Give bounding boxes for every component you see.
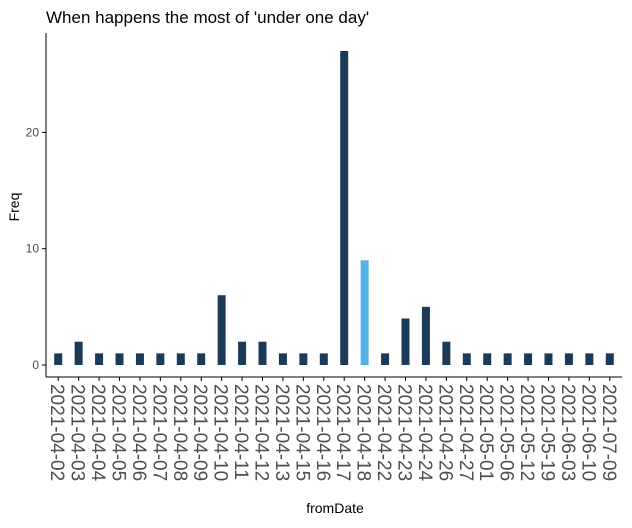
x-tick-label-2021-04-26: 2021-04-26 bbox=[434, 384, 455, 481]
bar-2021-04-03 bbox=[74, 341, 83, 365]
bar-2021-04-18 bbox=[360, 260, 369, 365]
x-tick-label-2021-05-19: 2021-05-19 bbox=[537, 384, 558, 481]
x-tick-label-2021-05-06: 2021-05-06 bbox=[496, 384, 517, 481]
x-tick-label-2021-04-07: 2021-04-07 bbox=[148, 384, 169, 481]
y-tick-label-0: 0 bbox=[32, 358, 39, 372]
x-tick-label-2021-04-05: 2021-04-05 bbox=[108, 384, 129, 481]
x-axis: 2021-04-02 2021-04-03 2021-04-04 2021-04-05… bbox=[46, 376, 622, 482]
x-tick-label-2021-04-03: 2021-04-03 bbox=[67, 384, 88, 481]
x-tick-label-2021-06-10: 2021-06-10 bbox=[577, 384, 598, 481]
bar-2021-04-12 bbox=[258, 341, 267, 365]
bar-2021-04-17 bbox=[340, 50, 349, 366]
x-tick-label-2021-04-09: 2021-04-09 bbox=[189, 384, 210, 481]
bar-2021-06-03 bbox=[564, 353, 573, 365]
x-tick-label-2021-06-03: 2021-06-03 bbox=[557, 384, 578, 481]
bar-2021-06-10 bbox=[585, 353, 594, 365]
bar-2021-04-26 bbox=[442, 341, 451, 365]
bar-2021-05-19 bbox=[544, 353, 553, 365]
y-tick-label-20: 20 bbox=[26, 125, 40, 139]
chart-title: When happens the most of 'under one day' bbox=[46, 8, 369, 27]
bar-2021-04-11 bbox=[238, 341, 247, 365]
y-tick-label-10: 10 bbox=[26, 242, 40, 256]
x-tick-label-2021-04-16: 2021-04-16 bbox=[312, 384, 333, 481]
bar-2021-04-06 bbox=[135, 353, 144, 365]
x-tick-label-2021-04-06: 2021-04-06 bbox=[128, 384, 149, 481]
x-tick-label-2021-04-12: 2021-04-12 bbox=[251, 384, 272, 481]
y-axis-title: Freq bbox=[6, 193, 22, 222]
bar-2021-05-12 bbox=[524, 353, 533, 365]
y-axis: 0 10 20 bbox=[26, 33, 47, 377]
x-tick-label-2021-04-18: 2021-04-18 bbox=[353, 384, 374, 481]
bar-2021-04-15 bbox=[299, 353, 308, 365]
x-tick-label-2021-04-27: 2021-04-27 bbox=[455, 384, 476, 481]
bar-2021-04-16 bbox=[319, 353, 328, 365]
x-tick-label-2021-04-22: 2021-04-22 bbox=[373, 384, 394, 481]
bars-group bbox=[54, 50, 614, 366]
bar-2021-04-02 bbox=[54, 353, 63, 365]
bar-2021-04-22 bbox=[381, 353, 390, 365]
x-tick-label-2021-04-11: 2021-04-11 bbox=[230, 384, 251, 480]
bar-2021-04-04 bbox=[95, 353, 104, 365]
bar-2021-04-07 bbox=[156, 353, 165, 365]
bar-2021-04-24 bbox=[421, 306, 430, 365]
x-tick-label-2021-04-08: 2021-04-08 bbox=[169, 384, 190, 481]
x-tick-label-2021-04-04: 2021-04-04 bbox=[87, 384, 108, 482]
bar-2021-04-10 bbox=[217, 295, 226, 365]
bar-2021-04-08 bbox=[176, 353, 185, 365]
x-tick-label-2021-04-02: 2021-04-02 bbox=[46, 384, 67, 481]
bar-2021-05-06 bbox=[503, 353, 512, 365]
x-tick-label-2021-04-15: 2021-04-15 bbox=[291, 384, 312, 481]
bar-2021-07-09 bbox=[605, 353, 614, 365]
x-tick-label-2021-07-09: 2021-07-09 bbox=[598, 384, 619, 481]
x-tick-label-2021-04-24: 2021-04-24 bbox=[414, 384, 435, 482]
x-tick-label-2021-04-13: 2021-04-13 bbox=[271, 384, 292, 481]
x-tick-label-2021-04-23: 2021-04-23 bbox=[394, 384, 415, 481]
bar-2021-04-05 bbox=[115, 353, 124, 365]
bar-2021-04-09 bbox=[197, 353, 206, 365]
x-tick-label-2021-04-10: 2021-04-10 bbox=[210, 384, 231, 481]
x-tick-label-2021-05-12: 2021-05-12 bbox=[516, 384, 537, 481]
bar-2021-04-13 bbox=[278, 353, 287, 365]
bar-2021-04-27 bbox=[462, 353, 471, 365]
bar-2021-04-23 bbox=[401, 318, 410, 365]
x-axis-title: fromDate bbox=[306, 500, 364, 516]
x-tick-label-2021-05-01: 2021-05-01 bbox=[475, 384, 496, 481]
x-tick-label-2021-04-17: 2021-04-17 bbox=[332, 384, 353, 481]
bar-2021-05-01 bbox=[483, 353, 492, 365]
